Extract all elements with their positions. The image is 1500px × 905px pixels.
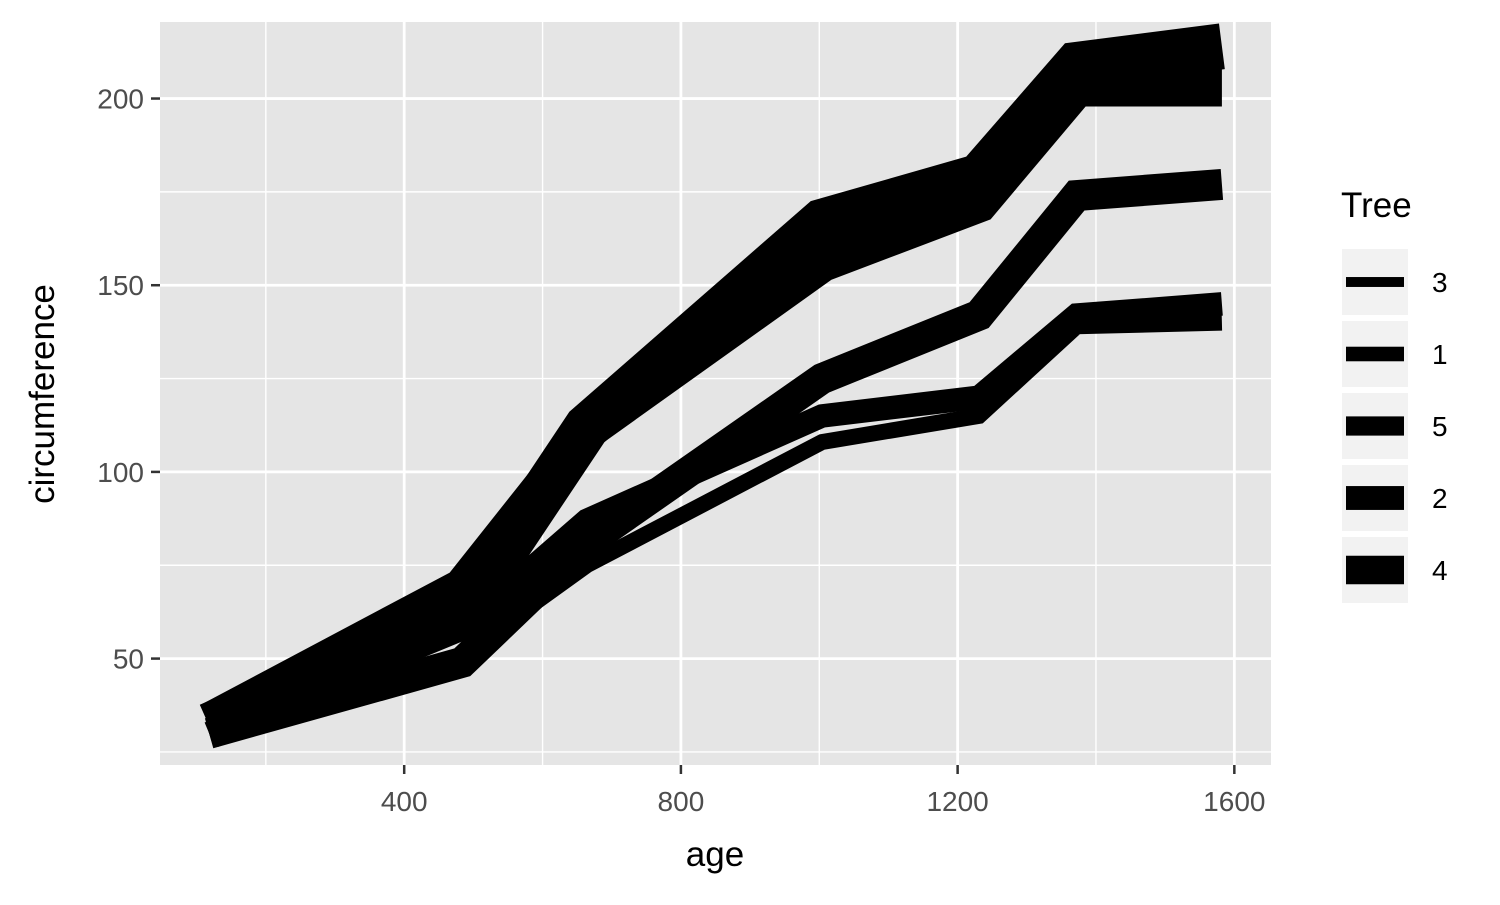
x-axis-title: age [686, 835, 744, 874]
legend-key-swatch [1346, 486, 1404, 510]
legend-key-swatch [1346, 555, 1404, 585]
legend-key-swatch [1346, 346, 1404, 362]
legend-title: Tree [1341, 186, 1412, 225]
y-tick-label: 50 [113, 644, 144, 675]
legend: Tree 3 1 5 2 4 [1341, 186, 1448, 603]
legend-label: 3 [1432, 267, 1448, 298]
x-tick-label: 800 [658, 786, 705, 817]
axis-ticks [151, 97, 1236, 774]
legend-label: 2 [1432, 483, 1448, 514]
x-tick-label: 400 [381, 786, 428, 817]
tick-labels: 400 800 1200 1600 50 100 150 200 [97, 84, 1265, 817]
legend-key-swatch [1346, 416, 1404, 436]
series-line-tree-3 [206, 314, 1223, 741]
series-line-tree-2 [200, 68, 1222, 740]
y-axis-title: circumference [23, 284, 62, 504]
series-lines [199, 23, 1225, 749]
series-line-tree-1 [204, 292, 1223, 745]
legend-label: 4 [1432, 555, 1448, 586]
legend-label: 5 [1432, 411, 1448, 442]
y-tick-label: 200 [97, 84, 144, 115]
x-tick-label: 1600 [1203, 786, 1265, 817]
legend-label: 1 [1432, 339, 1448, 370]
legend-key-swatch [1346, 277, 1404, 287]
x-tick-label: 1200 [926, 786, 988, 817]
y-tick-label: 150 [97, 270, 144, 301]
y-tick-label: 100 [97, 457, 144, 488]
